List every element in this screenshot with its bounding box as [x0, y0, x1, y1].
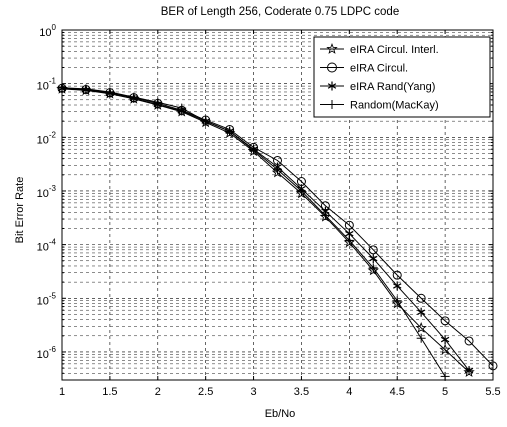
y-tick-label: 10-2	[37, 130, 57, 146]
data-point-circle	[327, 62, 337, 73]
legend-label: eIRA Circul. Interl.	[350, 44, 439, 56]
legend: eIRA Circul. Interl. eIRA Circul. eIRA Ran…	[313, 36, 491, 118]
data-point-plus	[177, 103, 187, 113]
y-tick-label: 10-4	[37, 238, 57, 254]
data-point-plus	[225, 126, 235, 136]
data-point-plus	[153, 97, 163, 107]
x-tick-label: 3.5	[294, 386, 309, 398]
x-tick-label: 1.5	[102, 386, 117, 398]
data-point-star	[439, 343, 451, 355]
data-point-star	[391, 297, 403, 309]
data-point-plus	[105, 87, 115, 97]
data-point-circle	[416, 293, 426, 303]
x-tick-label: 5.5	[485, 386, 500, 398]
y-tick-label: 100	[39, 23, 56, 39]
data-point-plus	[368, 263, 378, 273]
data-point-asterisk	[369, 254, 378, 264]
data-point-circle	[464, 336, 474, 346]
plot-area-frame	[61, 29, 494, 381]
data-point-plus	[320, 210, 330, 220]
y-tick-label: 10-3	[37, 184, 57, 200]
data-point-asterisk	[416, 307, 426, 317]
legend-item: eIRA Rand(Yang)	[320, 81, 435, 93]
data-point-plus	[249, 145, 259, 155]
y-tick-label: 10-6	[37, 345, 57, 361]
data-point-star	[326, 43, 338, 54]
data-point-plus	[81, 84, 91, 94]
legend-item: eIRA Circul.	[320, 62, 408, 75]
data-point-circle	[392, 270, 402, 280]
data-point-circle	[368, 245, 378, 255]
x-tick-label: 2	[155, 386, 161, 398]
data-point-star	[415, 321, 427, 333]
data-point-asterisk	[464, 366, 474, 376]
data-point-plus	[296, 186, 306, 196]
data-point-star	[367, 264, 379, 276]
data-point-circle	[440, 316, 450, 326]
x-axis-label: Eb/No	[265, 408, 296, 420]
y-tick-label: 10-5	[37, 291, 57, 307]
data-point-plus	[440, 371, 450, 381]
x-tick-label: 4.5	[390, 386, 405, 398]
data-point-plus	[327, 100, 337, 109]
x-tick-label: 2.5	[198, 386, 213, 398]
legend-label: eIRA Circul.	[350, 63, 408, 75]
y-tick-label: 10-1	[37, 77, 57, 93]
data-point-asterisk	[327, 81, 337, 91]
legend-box	[313, 36, 491, 118]
data-point-plus	[416, 333, 426, 343]
chart-title: BER of Length 256, Coderate 0.75 LDPC co…	[161, 6, 399, 18]
x-tick-labels: 1 1.5 2 2.5 3 3.5 4 4.5 5 5.5	[59, 386, 501, 398]
x-tick-label: 5	[442, 386, 448, 398]
x-tick-label: 3	[250, 386, 256, 398]
data-point-plus	[392, 296, 402, 306]
legend-item: eIRA Circul. Interl.	[320, 43, 439, 56]
data-point-asterisk	[440, 335, 450, 345]
x-tick-label: 4	[346, 386, 352, 398]
y-tick-labels: 100 10-1 10-2 10-3 10-4 10-5 10-6	[37, 23, 57, 361]
data-point-plus	[201, 116, 211, 126]
x-tick-label: 1	[59, 386, 65, 398]
legend-item: Random(MacKay)	[320, 100, 439, 112]
data-point-star	[271, 166, 284, 178]
data-point-plus	[129, 92, 139, 102]
y-axis-label: Bit Error Rate	[14, 177, 26, 244]
legend-label: Random(MacKay)	[350, 100, 439, 112]
legend-label: eIRA Rand(Yang)	[350, 81, 435, 93]
data-point-asterisk	[393, 281, 402, 291]
data-point-plus	[273, 165, 282, 175]
data-point-plus	[344, 235, 354, 245]
